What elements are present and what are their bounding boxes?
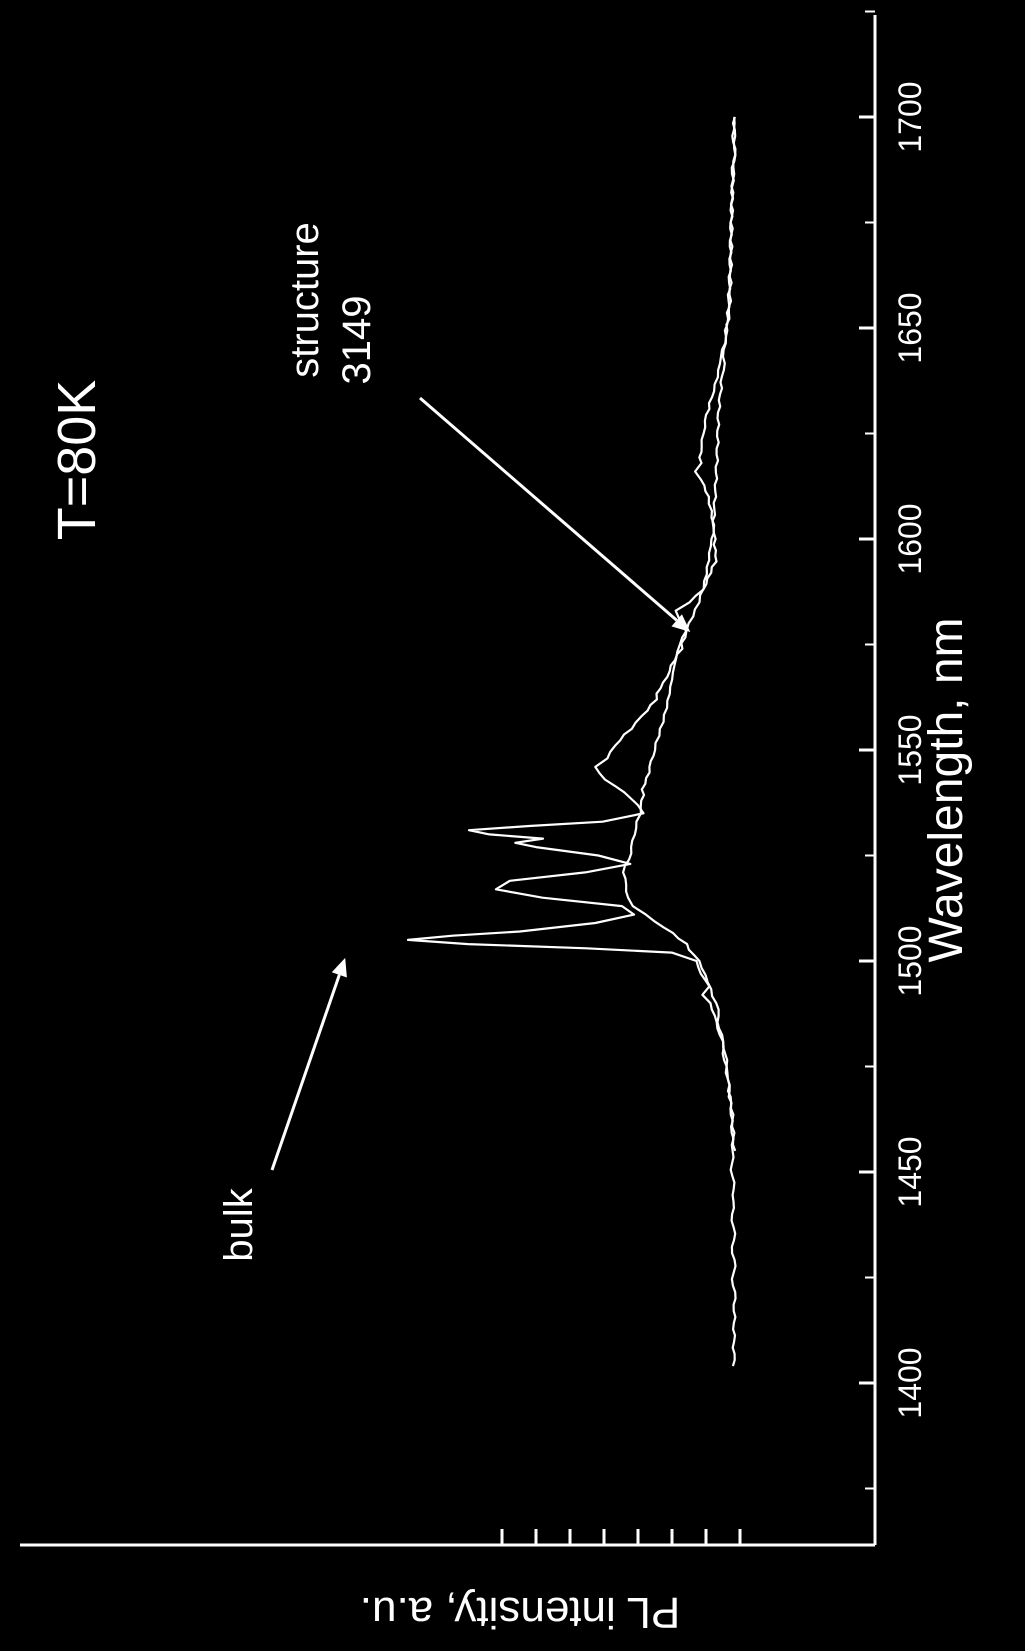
y-axis-label: PL intensity, a.u. xyxy=(360,1588,680,1637)
structure-arrow xyxy=(419,396,678,622)
x-tick-label: 1550 xyxy=(892,714,928,785)
annotation-layer xyxy=(270,396,691,1171)
bulk-arrowhead xyxy=(331,957,347,978)
annotation-structure-line1: structure xyxy=(283,222,327,378)
x-tick-label: 1500 xyxy=(892,925,928,996)
chart-title: T=80K xyxy=(47,380,107,541)
x-tick-label: 1700 xyxy=(892,81,928,152)
annotation-structure-line2: 3149 xyxy=(335,296,379,385)
x-tick-label: 1400 xyxy=(892,1347,928,1418)
x-tick-label: 1450 xyxy=(892,1136,928,1207)
intensity-ticks xyxy=(500,1529,742,1545)
structure-arrowhead xyxy=(671,614,691,633)
x-tick-label: 1650 xyxy=(892,292,928,363)
x-axis-label: Wavelength, nm xyxy=(920,617,973,962)
bulk-arrow xyxy=(270,974,341,1171)
annotation-bulk: bulk xyxy=(217,1187,261,1261)
x-tick-label: 1600 xyxy=(892,503,928,574)
wavelength-ticks: 1400 1450 1500 1550 1600 1650 1700 xyxy=(859,10,928,1490)
